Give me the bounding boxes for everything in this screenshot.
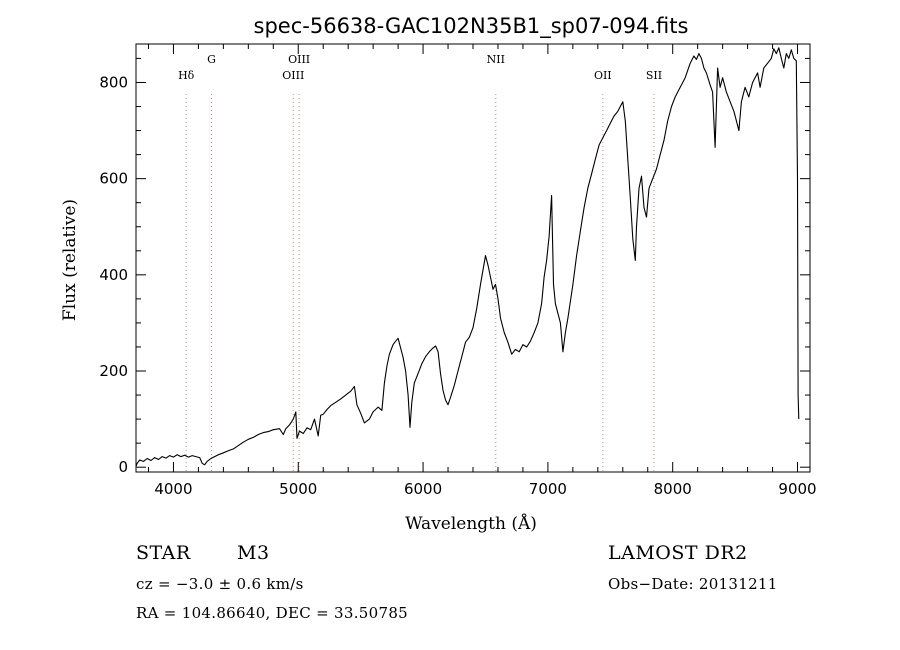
- spectral-line-label: NII: [487, 53, 505, 66]
- spectrum-line: [135, 47, 800, 467]
- x-tick-label: 8000: [654, 480, 692, 498]
- spectral-line-markers: Hδ G OIII OIII NII OII SII: [178, 53, 662, 472]
- object-subclass: M3: [237, 542, 270, 564]
- object-class: STAR: [136, 542, 191, 564]
- spectral-line-label: Hδ: [178, 69, 195, 82]
- spectral-line-label: OIII: [288, 53, 310, 66]
- x-tick-label: 9000: [778, 480, 816, 498]
- y-tick-label: 0: [118, 458, 128, 476]
- chart-title: spec-56638-GAC102N35B1_sp07-094.fits: [254, 14, 689, 39]
- plot-frame: [135, 43, 811, 473]
- spectral-line-label: OIII: [282, 69, 304, 82]
- x-tick-label: 7000: [529, 480, 567, 498]
- y-tick-label: 800: [99, 73, 128, 91]
- x-axis-label: Wavelength (Å): [405, 513, 537, 534]
- redshift-info: cz = −3.0 ± 0.6 km/s: [136, 575, 304, 593]
- survey-name: LAMOST DR2: [608, 542, 748, 564]
- spectral-line-label: SII: [646, 69, 662, 82]
- y-tick-label: 200: [99, 362, 128, 380]
- y-tick-label: 600: [99, 170, 128, 188]
- x-tick-label: 4000: [154, 480, 192, 498]
- axis-ticks: 4000 5000 6000 7000 8000 9000 0 200 400 600 800: [99, 44, 817, 498]
- coordinates: RA = 104.86640, DEC = 33.50785: [136, 604, 409, 622]
- observation-date: Obs−Date: 20131211: [608, 575, 778, 593]
- spectral-line-label: G: [207, 53, 216, 66]
- x-tick-label: 5000: [279, 480, 317, 498]
- x-tick-label: 6000: [404, 480, 442, 498]
- spectral-line-label: OII: [594, 69, 612, 82]
- y-axis-label: Flux (relative): [60, 199, 80, 321]
- y-tick-label: 400: [99, 266, 128, 284]
